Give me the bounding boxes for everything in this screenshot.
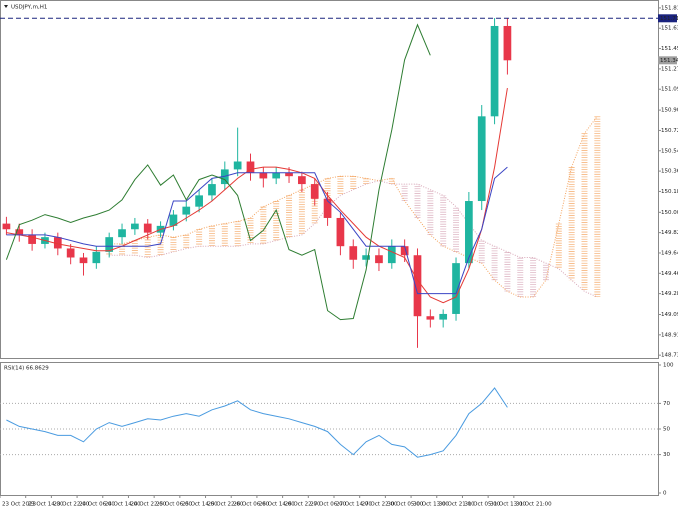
x-tick-label: 31 Oct 21:00 bbox=[516, 502, 552, 508]
x-tick-label: 26 Oct 14:00 bbox=[259, 502, 295, 508]
x-tick-label: 26 Oct 22:00 bbox=[285, 502, 321, 508]
candle-body bbox=[66, 248, 75, 258]
x-tick-label: 23 Oct 2023 bbox=[2, 502, 37, 508]
indicator-line bbox=[5, 23, 431, 321]
indicator-line bbox=[6, 88, 508, 304]
x-tick-label: 31 Oct 05:00 bbox=[464, 502, 500, 508]
x-tick-label: 25 Oct 22:00 bbox=[208, 502, 244, 508]
candle-body bbox=[28, 234, 36, 244]
x-tick-label: 24 Oct 14:00 bbox=[105, 502, 141, 508]
candle-body bbox=[413, 255, 422, 317]
candle-body bbox=[220, 169, 229, 185]
y-tick-label: 149.820 bbox=[661, 230, 678, 236]
price-panel-frame bbox=[0, 0, 659, 359]
candle-body bbox=[2, 223, 11, 230]
y-tick-label: 70 bbox=[663, 401, 670, 407]
candle-body bbox=[375, 255, 383, 264]
y-tick-label: 150.365 bbox=[661, 169, 678, 175]
price-label: 151.346 bbox=[660, 58, 678, 64]
candle-body bbox=[452, 263, 460, 314]
candle-body bbox=[336, 217, 345, 247]
x-tick-label: 23 Oct 22:00 bbox=[53, 502, 89, 508]
x-tick-label: 27 Oct 06:00 bbox=[310, 502, 346, 508]
y-tick-label: 30 bbox=[663, 452, 670, 458]
y-tick-label: 148.915 bbox=[661, 332, 678, 338]
y-tick-label: 151.450 bbox=[661, 46, 678, 52]
senkou-a-line bbox=[109, 115, 598, 298]
rsi-line bbox=[6, 387, 508, 458]
candle-body bbox=[208, 184, 216, 196]
candle-body bbox=[310, 184, 319, 199]
y-tick-label: 149.280 bbox=[661, 291, 678, 297]
y-tick-label: 50 bbox=[663, 427, 670, 433]
level-label-box bbox=[658, 14, 677, 23]
x-tick-label: 24 Oct 06:00 bbox=[79, 502, 115, 508]
y-tick-label: 151.090 bbox=[661, 87, 678, 93]
candle-body bbox=[349, 246, 358, 260]
y-tick-label: 149.460 bbox=[661, 271, 678, 277]
y-tick-label: 0 bbox=[663, 491, 667, 497]
candle-body bbox=[439, 313, 448, 320]
candle-body bbox=[92, 251, 101, 264]
level-label: 151.718 bbox=[660, 16, 678, 22]
y-tick-label: 148.735 bbox=[661, 353, 678, 359]
candle-body bbox=[362, 255, 370, 260]
y-tick-label: 150.725 bbox=[661, 128, 678, 134]
x-tick-label: 30 Oct 13:00 bbox=[413, 502, 449, 508]
rsi-title: RSI(14) 66.8629 bbox=[4, 366, 49, 372]
candle-body bbox=[15, 229, 24, 235]
x-tick-label: 25 Oct 14:00 bbox=[182, 502, 218, 508]
x-tick-label: 25 Oct 06:00 bbox=[156, 502, 192, 508]
candle-body bbox=[143, 223, 152, 233]
x-tick-label: 27 Oct 22:00 bbox=[362, 502, 398, 508]
y-tick-label: 100 bbox=[663, 363, 674, 369]
candle-body bbox=[118, 229, 126, 238]
x-tick-label: 24 Oct 22:00 bbox=[130, 502, 166, 508]
y-tick-label: 151.810 bbox=[661, 5, 678, 11]
x-tick-label: 31 Oct 13:00 bbox=[490, 502, 526, 508]
candle-body bbox=[233, 161, 242, 170]
y-tick-label: 150.000 bbox=[661, 210, 678, 216]
candle-body bbox=[246, 161, 255, 173]
y-tick-label: 150.185 bbox=[661, 189, 678, 195]
candle-body bbox=[400, 246, 409, 256]
candle-body bbox=[490, 25, 499, 117]
candle-body bbox=[182, 206, 191, 215]
chart-title: USDJPY,m,H1 bbox=[11, 5, 47, 11]
indicator-line bbox=[6, 166, 508, 295]
x-tick-label: 27 Oct 14:00 bbox=[336, 502, 372, 508]
candle-body bbox=[465, 201, 473, 264]
candle-body bbox=[131, 223, 139, 230]
y-tick-label: 150.905 bbox=[661, 108, 678, 114]
candle-body bbox=[105, 237, 114, 252]
candle-body bbox=[79, 257, 88, 264]
y-tick-label: 149.640 bbox=[661, 250, 678, 256]
candle-body bbox=[387, 246, 396, 264]
x-tick-label: 30 Oct 21:00 bbox=[439, 502, 475, 508]
y-tick-label: 150.545 bbox=[661, 148, 678, 154]
candle-body bbox=[285, 172, 293, 177]
candle-body bbox=[169, 214, 178, 226]
y-tick-label: 149.095 bbox=[661, 312, 678, 318]
candle-body bbox=[259, 172, 268, 179]
candle-body bbox=[53, 237, 62, 249]
price-label-box bbox=[658, 56, 677, 65]
candle-body bbox=[323, 198, 332, 218]
y-tick-label: 151.630 bbox=[661, 26, 678, 32]
title-marker bbox=[4, 5, 8, 8]
candle-body bbox=[272, 172, 281, 179]
candle-body bbox=[503, 25, 512, 61]
senkou-b-line bbox=[109, 180, 598, 298]
x-tick-label: 23 Oct 14:00 bbox=[28, 502, 64, 508]
candle-body bbox=[426, 316, 435, 320]
candle-body bbox=[298, 176, 306, 185]
y-tick-label: 151.270 bbox=[661, 66, 678, 72]
candle-body bbox=[195, 195, 203, 207]
x-tick-label: 30 Oct 05:00 bbox=[387, 502, 423, 508]
candle-body bbox=[477, 116, 486, 202]
x-tick-label: 26 Oct 06:00 bbox=[233, 502, 269, 508]
